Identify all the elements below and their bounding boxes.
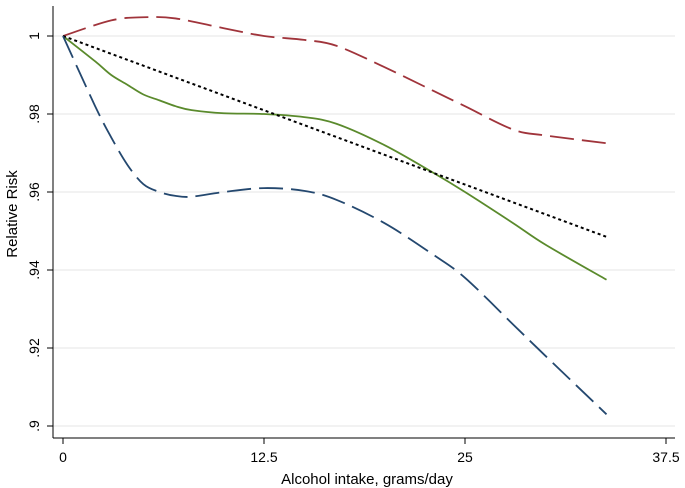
tick-group: .9 .92 .94 .96 .98 1 0 12.5 25 37.5 — [26, 32, 680, 465]
y-tick-label: .92 — [26, 338, 42, 358]
grid — [53, 35, 675, 427]
axes — [52, 6, 675, 439]
x-tick-label: 37.5 — [652, 449, 679, 465]
lower-bound-line — [62, 35, 608, 415]
x-axis-title: Alcohol intake, grams/day — [281, 471, 453, 488]
y-tick-label: .9 — [26, 420, 42, 432]
x-tick-label: 12.5 — [250, 449, 277, 465]
y-tick-label: .96 — [26, 182, 42, 202]
y-axis-title: Relative Risk — [4, 170, 21, 258]
x-tick-label: 25 — [457, 449, 473, 465]
linear-trend-line — [62, 35, 607, 238]
y-tick-label: .98 — [26, 104, 42, 124]
upper-bound-line — [62, 16, 607, 145]
y-tick-label: .94 — [26, 260, 42, 280]
estimate-line — [62, 35, 607, 281]
series-group — [62, 16, 608, 415]
x-tick-label: 0 — [59, 449, 67, 465]
y-tick-label: 1 — [26, 32, 42, 40]
